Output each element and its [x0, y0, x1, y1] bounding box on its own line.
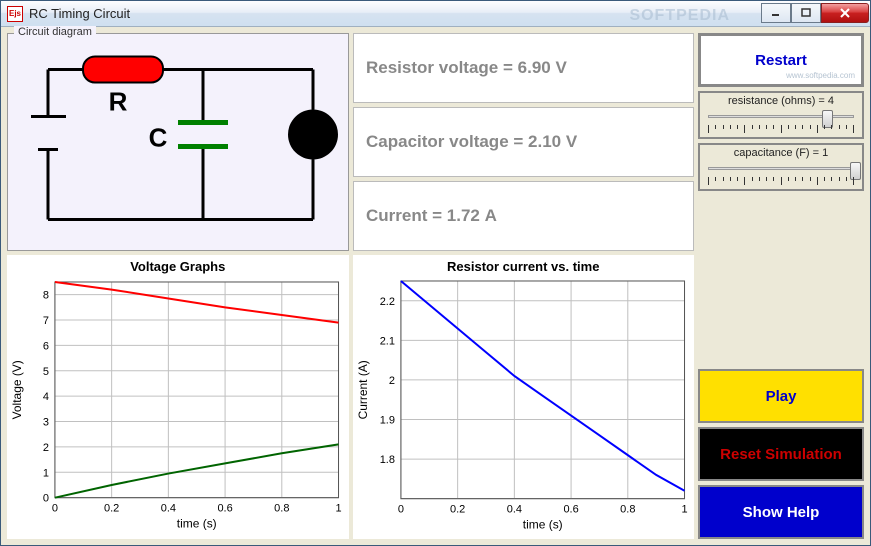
svg-text:1: 1 — [681, 504, 687, 516]
svg-text:0.2: 0.2 — [450, 504, 465, 516]
svg-text:1: 1 — [43, 468, 49, 480]
current-chart: Resistor current vs. time 0 0.2 0.4 0.6 0.8 1… — [353, 255, 695, 539]
svg-text:0: 0 — [397, 504, 403, 516]
capacitance-slider[interactable] — [704, 161, 858, 185]
svg-text:Current (A): Current (A) — [355, 361, 369, 420]
restart-button[interactable]: Restart www.softpedia.com — [698, 33, 864, 87]
voltage-chart-title: Voltage Graphs — [7, 255, 349, 274]
play-button[interactable]: Play — [698, 369, 864, 423]
svg-text:time (s): time (s) — [522, 518, 562, 532]
svg-text:0: 0 — [52, 503, 58, 515]
resistance-slider[interactable] — [704, 109, 858, 133]
svg-text:3: 3 — [43, 417, 49, 429]
svg-text:2.2: 2.2 — [379, 296, 394, 308]
readouts-panel: Resistor voltage = 6.90 V Capacitor volt… — [351, 31, 696, 253]
circuit-fieldset-label: Circuit diagram — [14, 26, 96, 38]
svg-text:4: 4 — [43, 392, 49, 404]
svg-text:2: 2 — [43, 442, 49, 454]
svg-text:0.4: 0.4 — [506, 504, 521, 516]
resistance-slider-box: resistance (ohms) = 4 — [698, 91, 864, 139]
circuit-diagram-panel: Circuit diagram — [7, 33, 349, 251]
minimize-button[interactable] — [761, 3, 791, 23]
current-chart-title: Resistor current vs. time — [353, 255, 695, 274]
svg-text:2: 2 — [388, 375, 394, 387]
svg-text:2.1: 2.1 — [379, 336, 394, 348]
bulb-icon — [288, 110, 338, 160]
svg-text:0.6: 0.6 — [217, 503, 232, 515]
voltage-chart: Voltage Graphs 0 0.2 0.4 0.6 0.8 1 0 1 2 3 4 5 6 7 8 ti… — [7, 255, 349, 539]
circuit-diagram: R C — [8, 34, 348, 250]
charts-row: Voltage Graphs 0 0.2 0.4 0.6 0.8 1 0 1 2 3 4 5 6 7 8 ti… — [5, 253, 696, 541]
svg-text:0.6: 0.6 — [563, 504, 578, 516]
titlebar[interactable]: Ejs RC Timing Circuit SOFTPEDIA — [1, 1, 870, 27]
svg-text:5: 5 — [43, 366, 49, 378]
svg-text:1.9: 1.9 — [379, 415, 394, 427]
show-help-button[interactable]: Show Help — [698, 485, 864, 539]
resistor-label: R — [109, 87, 128, 117]
controls-column: Restart www.softpedia.com resistance (oh… — [696, 31, 866, 541]
svg-text:Voltage (V): Voltage (V) — [10, 361, 24, 420]
svg-text:6: 6 — [43, 341, 49, 353]
watermark-sub: www.softpedia.com — [786, 71, 855, 80]
svg-text:0.4: 0.4 — [161, 503, 176, 515]
svg-text:1.8: 1.8 — [379, 454, 394, 466]
capacitance-slider-box: capacitance (F) = 1 — [698, 143, 864, 191]
svg-text:time (s): time (s) — [177, 517, 217, 531]
svg-text:0: 0 — [43, 493, 49, 505]
resistor-voltage-readout: Resistor voltage = 6.90 V — [353, 33, 694, 103]
app-window: Ejs RC Timing Circuit SOFTPEDIA Circuit … — [0, 0, 871, 546]
svg-text:7: 7 — [43, 315, 49, 327]
svg-text:0.8: 0.8 — [620, 504, 635, 516]
capacitance-slider-label: capacitance (F) = 1 — [704, 147, 858, 159]
window-controls — [761, 3, 869, 23]
resistor-icon — [83, 57, 163, 83]
svg-text:0.2: 0.2 — [104, 503, 119, 515]
maximize-button[interactable] — [791, 3, 821, 23]
svg-text:0.8: 0.8 — [274, 503, 289, 515]
svg-text:1: 1 — [335, 503, 341, 515]
capacitor-label: C — [149, 123, 168, 153]
content-area: Circuit diagram — [1, 27, 870, 545]
capacitor-voltage-readout: Capacitor voltage = 2.10 V — [353, 107, 694, 177]
close-button[interactable] — [821, 3, 869, 23]
resistance-slider-label: resistance (ohms) = 4 — [704, 95, 858, 107]
reset-simulation-button[interactable]: Reset Simulation — [698, 427, 864, 481]
watermark: SOFTPEDIA — [629, 7, 730, 25]
svg-text:8: 8 — [43, 290, 49, 302]
app-icon: Ejs — [7, 6, 23, 22]
current-readout: Current = 1.72 A — [353, 181, 694, 251]
